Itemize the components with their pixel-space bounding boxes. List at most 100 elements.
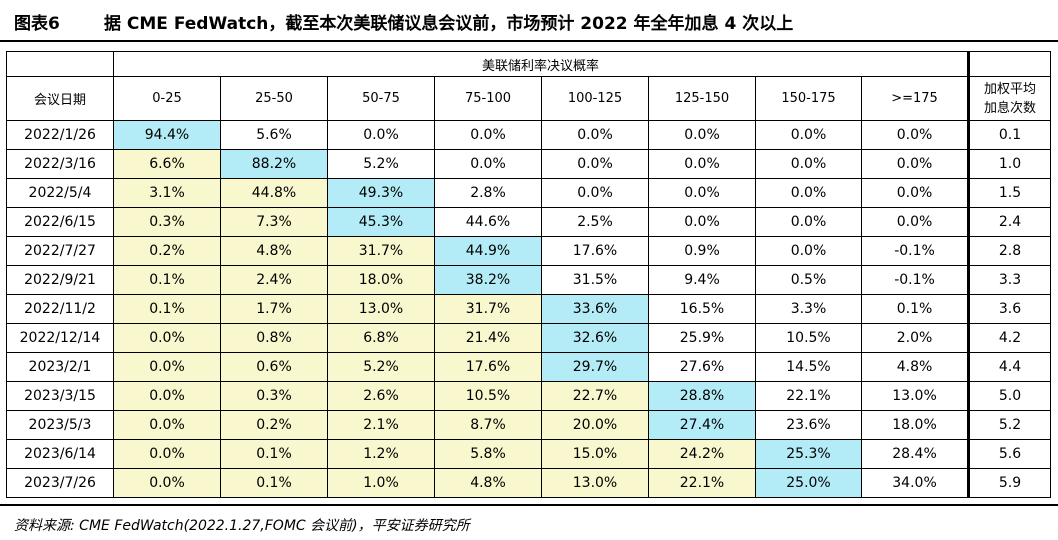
probability-cell: 18.0%: [327, 265, 435, 295]
probability-cell: 18.0%: [860, 410, 971, 440]
probability-cell: 28.4%: [860, 439, 971, 469]
probability-cell: 0.0%: [860, 207, 971, 237]
probability-cell: 22.7%: [541, 381, 649, 411]
probability-cell: 27.4%: [648, 410, 756, 440]
probability-cell: 0.1%: [220, 439, 328, 469]
probability-cell: 0.1%: [860, 294, 971, 324]
probability-cell: 3.1%: [113, 178, 221, 208]
bin-header: 75-100: [434, 76, 542, 121]
probability-cell: -0.1%: [860, 236, 971, 266]
probability-cell: 27.6%: [648, 352, 756, 382]
probability-cell: 22.1%: [648, 468, 756, 498]
probability-cell: 23.6%: [755, 410, 862, 440]
corner-cell: [6, 51, 114, 77]
probability-cell: 34.0%: [860, 468, 971, 498]
probability-cell: 31.5%: [541, 265, 649, 295]
bin-header: >=175: [860, 76, 971, 121]
probability-cell: 29.7%: [541, 352, 649, 382]
column-header-row: 会议日期 0-25 25-50 50-75 75-100 100-125 125…: [6, 76, 1052, 121]
corner-cell-right: [968, 51, 1052, 77]
probability-cell: 4.8%: [434, 468, 542, 498]
probability-cell: 5.2%: [327, 149, 435, 179]
probability-cell: 10.5%: [755, 323, 862, 353]
avg-hikes-cell: 5.9: [968, 468, 1052, 498]
probability-cell: 0.0%: [860, 149, 971, 179]
bin-header: 150-175: [755, 76, 862, 121]
probability-cell: 32.6%: [541, 323, 649, 353]
probability-cell: 2.5%: [541, 207, 649, 237]
probability-cell: 31.7%: [327, 236, 435, 266]
probability-cell: 0.0%: [113, 439, 221, 469]
probability-cell: 0.0%: [434, 149, 542, 179]
probability-cell: 0.0%: [327, 120, 435, 150]
table-row: 2023/2/1 0.0% 0.6% 5.2% 17.6% 29.7% 27.6% 14.5%…: [6, 352, 1052, 382]
avg-hikes-cell: 4.4: [968, 352, 1052, 382]
probability-cell: 5.8%: [434, 439, 542, 469]
bin-header: 25-50: [220, 76, 328, 121]
probability-cell: 1.0%: [327, 468, 435, 498]
probability-cell: 0.0%: [755, 236, 862, 266]
meeting-date-cell: 2023/5/3: [6, 410, 114, 440]
probability-cell: 5.2%: [327, 352, 435, 382]
source-note: 资料来源: CME FedWatch(2022.1.27,FOMC 会议前)，平…: [14, 518, 470, 534]
avg-hikes-cell: 2.4: [968, 207, 1052, 237]
probability-cell: 0.0%: [860, 178, 971, 208]
probability-cell: 21.4%: [434, 323, 542, 353]
probability-cell: 2.6%: [327, 381, 435, 411]
probability-cell: 6.8%: [327, 323, 435, 353]
meeting-date-cell: 2023/2/1: [6, 352, 114, 382]
avg-hikes-cell: 0.1: [968, 120, 1052, 150]
avg-hikes-cell: 1.5: [968, 178, 1052, 208]
probability-cell: 28.8%: [648, 381, 756, 411]
probability-cell: 2.1%: [327, 410, 435, 440]
probability-cell: 7.3%: [220, 207, 328, 237]
probability-cell: 25.0%: [755, 468, 862, 498]
meeting-date-cell: 2022/1/26: [6, 120, 114, 150]
probability-cell: 0.8%: [220, 323, 328, 353]
table-body: 2022/1/26 94.4% 5.6% 0.0% 0.0% 0.0% 0.0% 0.0% 0.…: [6, 120, 1052, 498]
probability-cell: 0.0%: [113, 468, 221, 498]
avg-header-line2: 加息次数: [984, 100, 1037, 116]
probability-cell: 45.3%: [327, 207, 435, 237]
probability-cell: 17.6%: [541, 236, 649, 266]
probability-cell: 22.1%: [755, 381, 862, 411]
probability-cell: 0.0%: [648, 207, 756, 237]
avg-hikes-cell: 5.0: [968, 381, 1052, 411]
probability-cell: 1.2%: [327, 439, 435, 469]
avg-header-line1: 加权平均: [984, 81, 1037, 97]
meeting-date-cell: 2022/3/16: [6, 149, 114, 179]
probability-cell: 0.1%: [220, 468, 328, 498]
meeting-date-cell: 2023/6/14: [6, 439, 114, 469]
probability-cell: 88.2%: [220, 149, 328, 179]
source-footer: 资料来源: CME FedWatch(2022.1.27,FOMC 会议前)，平…: [0, 504, 1058, 540]
avg-hikes-column-header: 加权平均 加息次数: [968, 76, 1052, 121]
meeting-date-cell: 2022/11/2: [6, 294, 114, 324]
probability-cell: 13.0%: [860, 381, 971, 411]
avg-hikes-cell: 5.2: [968, 410, 1052, 440]
probability-cell: 16.5%: [648, 294, 756, 324]
probability-cell: 0.0%: [648, 149, 756, 179]
probability-cell: 14.5%: [755, 352, 862, 382]
table-row: 2022/6/15 0.3% 7.3% 45.3% 44.6% 2.5% 0.0% 0.0% 0…: [6, 207, 1052, 237]
bin-header: 125-150: [648, 76, 756, 121]
table-row: 2022/12/14 0.0% 0.8% 6.8% 21.4% 32.6% 25.9% 10.…: [6, 323, 1052, 353]
avg-hikes-cell: 5.6: [968, 439, 1052, 469]
probability-cell: 8.7%: [434, 410, 542, 440]
fedwatch-probability-table: 美联储利率决议概率 会议日期 0-25 25-50 50-75 75-100 1…: [6, 51, 1052, 498]
super-header-row: 美联储利率决议概率: [6, 51, 1052, 77]
probability-cell: 25.9%: [648, 323, 756, 353]
probability-cell: 0.0%: [648, 178, 756, 208]
probability-cell: 2.0%: [860, 323, 971, 353]
probability-cell: 0.0%: [434, 120, 542, 150]
probability-cell: 25.3%: [755, 439, 862, 469]
probability-cell: 13.0%: [541, 468, 649, 498]
figure-header: 图表6 据 CME FedWatch，截至本次美联储议息会议前，市场预计 202…: [0, 0, 1058, 42]
probability-cell: 0.0%: [860, 120, 971, 150]
figure-title: 据 CME FedWatch，截至本次美联储议息会议前，市场预计 2022 年全…: [104, 14, 794, 34]
meeting-date-cell: 2022/7/27: [6, 236, 114, 266]
meeting-date-cell: 2023/7/26: [6, 468, 114, 498]
avg-hikes-cell: 1.0: [968, 149, 1052, 179]
probability-cell: 0.0%: [755, 120, 862, 150]
table-row: 2023/6/14 0.0% 0.1% 1.2% 5.8% 15.0% 24.2% 25.3%…: [6, 439, 1052, 469]
probability-cell: 0.1%: [113, 265, 221, 295]
